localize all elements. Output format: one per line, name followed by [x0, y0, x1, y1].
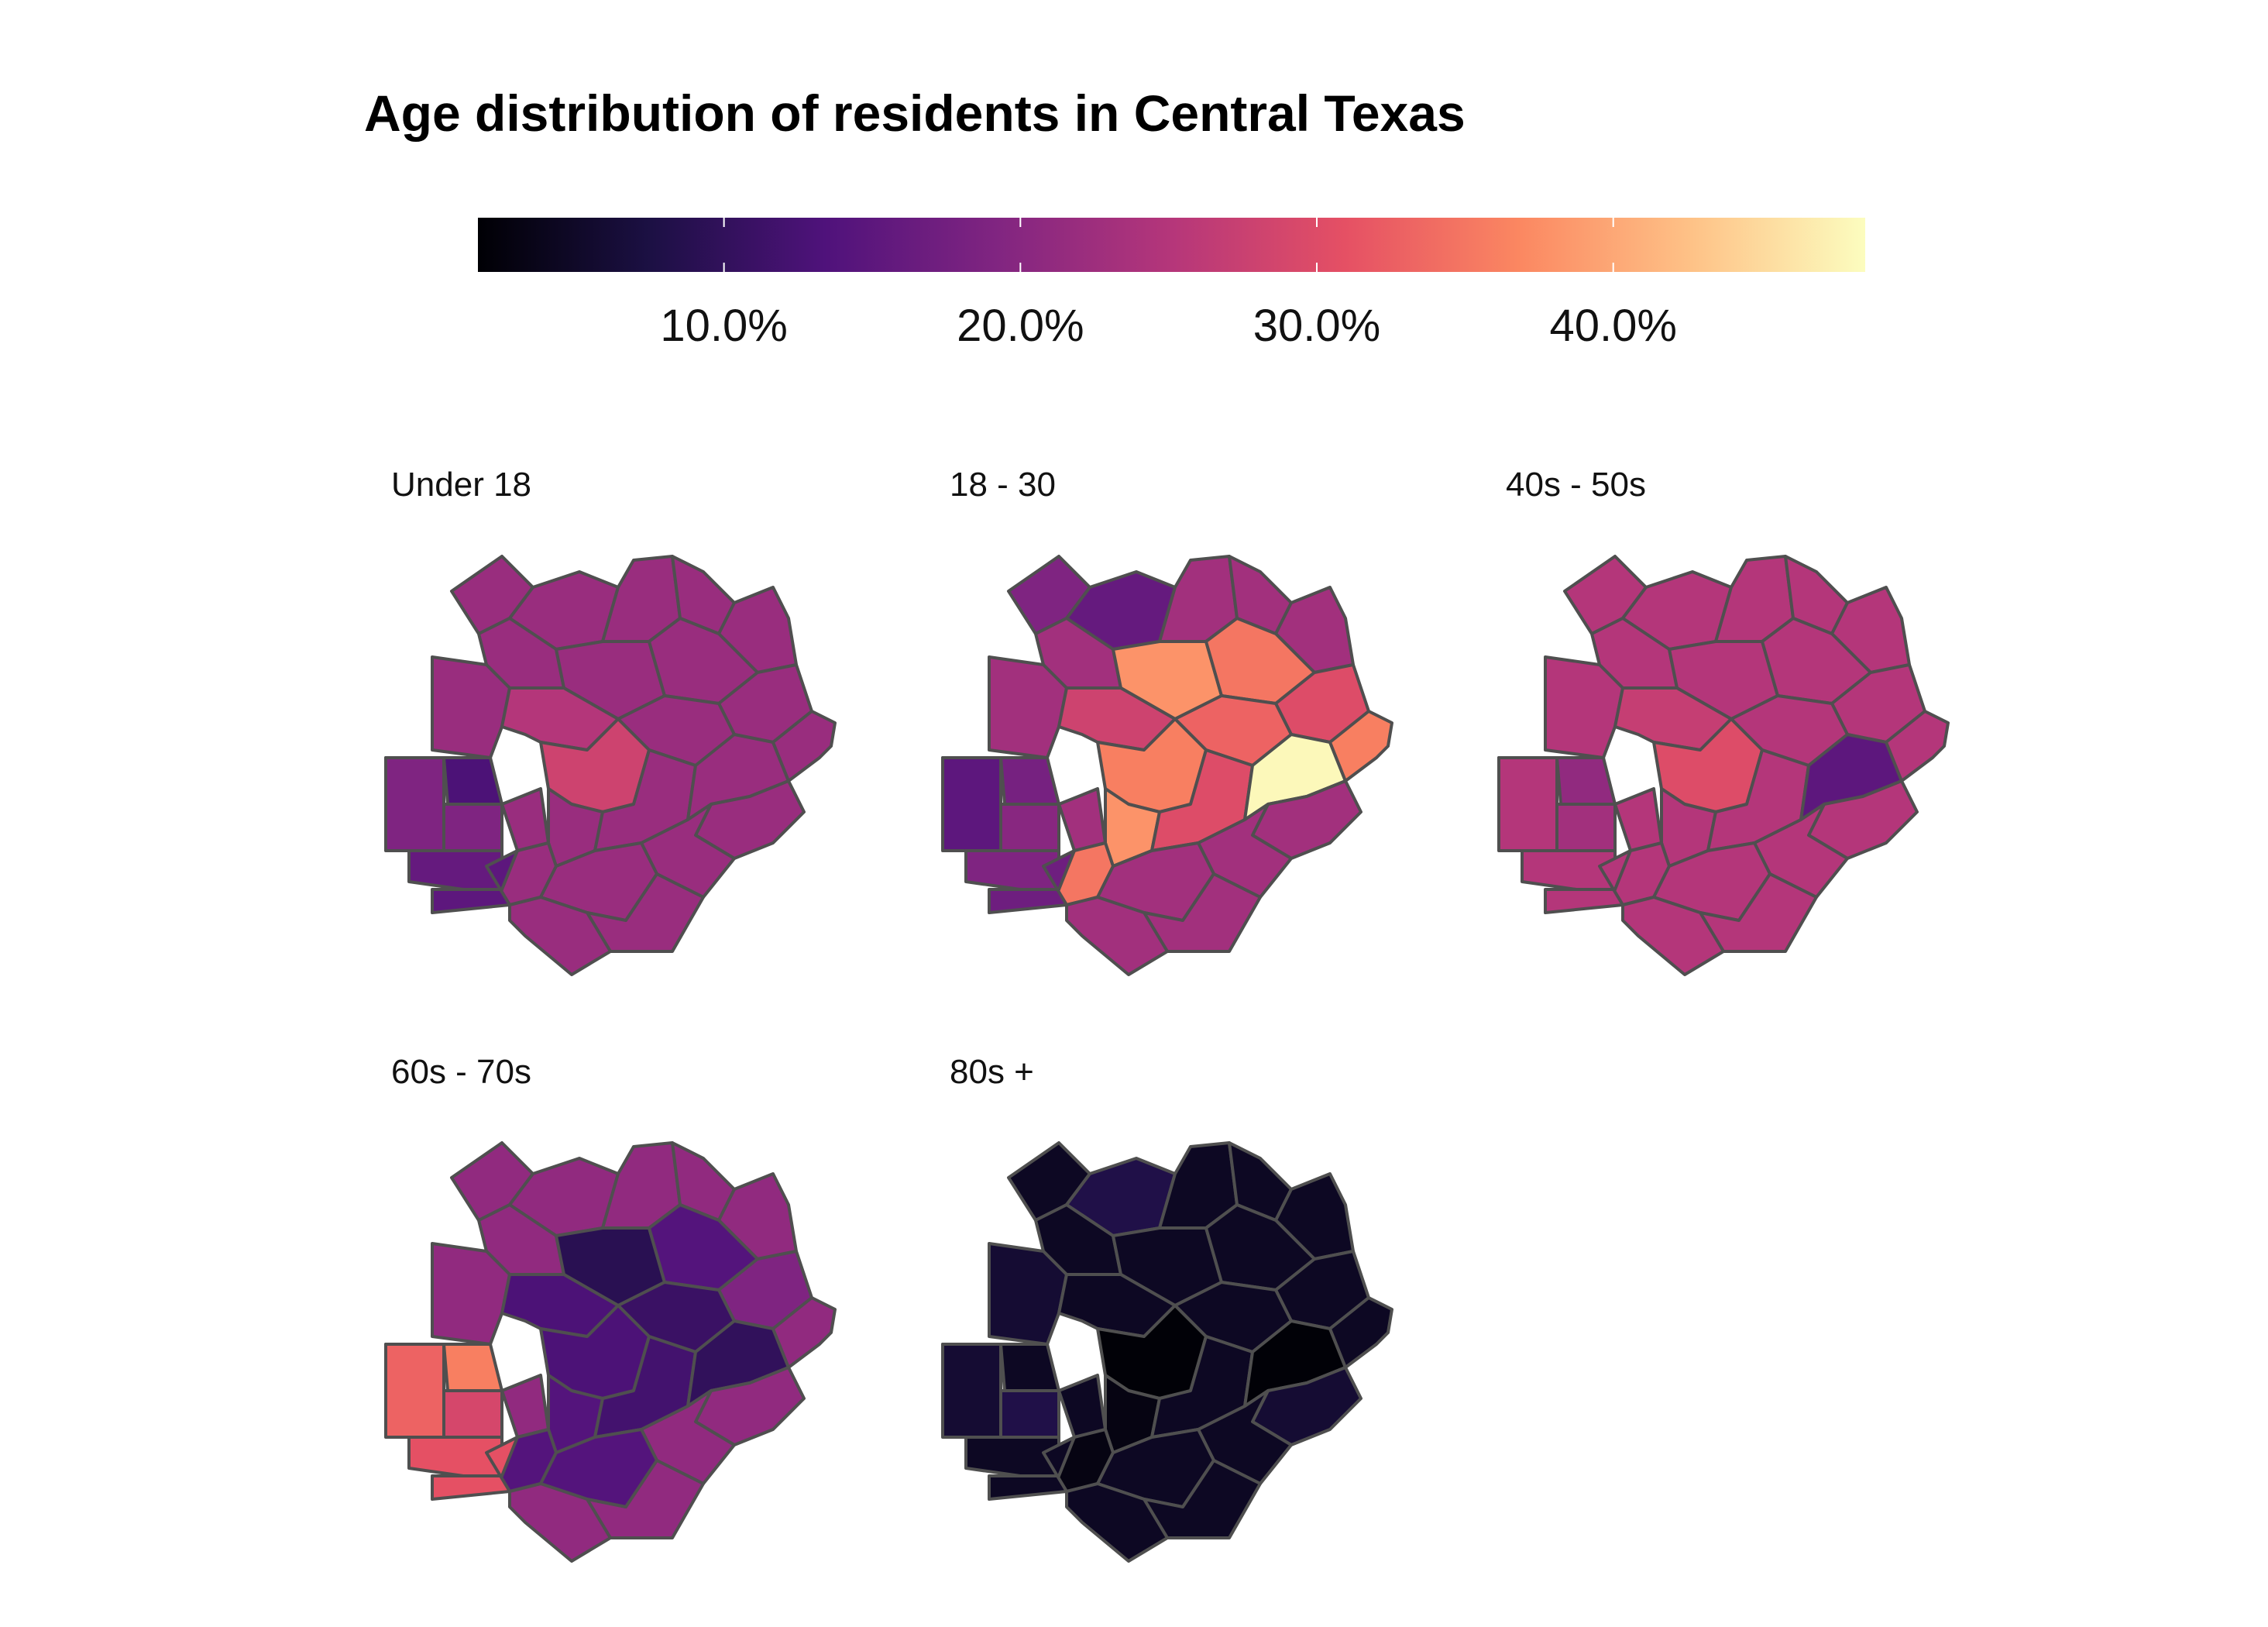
- county-nwk: [1555, 756, 1617, 806]
- county-ssw: [508, 896, 612, 976]
- legend-tick-label: 10.0%: [660, 301, 787, 351]
- county-wsw: [941, 756, 1006, 852]
- facet-label: 18 - 30: [950, 466, 1056, 504]
- facet-label: 40s - 50s: [1506, 466, 1646, 504]
- county-w3: [1057, 1374, 1107, 1439]
- county-w3: [500, 1374, 550, 1439]
- color-legend: 10.0% 20.0% 30.0% 40.0%: [478, 218, 1865, 351]
- county-w2: [442, 803, 503, 852]
- county-ssw: [508, 1482, 612, 1563]
- legend-tick-label: 40.0%: [1549, 301, 1676, 351]
- county-w3: [1613, 787, 1663, 852]
- county-sw2: [988, 1436, 1076, 1501]
- county-wsw: [1497, 756, 1562, 852]
- county-map: [941, 1141, 1393, 1563]
- county-w2: [442, 1389, 503, 1439]
- county-map: [384, 555, 837, 976]
- facet-age40_50: 40s - 50s: [1497, 466, 1950, 976]
- facet-panels: Under 18 18 - 30 40s - 50s 60s - 70s 80s +: [384, 466, 1950, 1563]
- county-w2: [1555, 803, 1617, 852]
- county-sw2: [431, 1436, 519, 1501]
- county-wsw: [384, 756, 449, 852]
- county-w2: [999, 1389, 1060, 1439]
- facet-label: 80s +: [950, 1053, 1034, 1091]
- chart-title: Age distribution of residents in Central…: [364, 84, 1466, 142]
- facet-age60_70: 60s - 70s: [384, 1053, 837, 1563]
- facet-label: 60s - 70s: [391, 1053, 531, 1091]
- county-sw2: [431, 849, 519, 914]
- county-sw2: [1544, 849, 1632, 914]
- county-nwk: [442, 756, 503, 806]
- county-nwk: [442, 1343, 503, 1392]
- county-w3: [500, 787, 550, 852]
- county-nwk: [999, 756, 1060, 806]
- facet-under18: Under 18: [384, 466, 837, 976]
- legend-colorbar: [478, 218, 1865, 272]
- county-sw2: [988, 849, 1076, 914]
- county-ssw: [1621, 896, 1725, 976]
- facet-label: Under 18: [391, 466, 531, 504]
- facet-age18_30: 18 - 30: [941, 466, 1393, 976]
- county-ssw: [1065, 1482, 1169, 1563]
- legend-tick-label: 20.0%: [957, 301, 1084, 351]
- county-w3: [1057, 787, 1107, 852]
- legend-tick-label: 30.0%: [1253, 301, 1380, 351]
- county-w2: [999, 803, 1060, 852]
- county-map: [384, 1141, 837, 1563]
- facet-age80plus: 80s +: [941, 1053, 1393, 1563]
- county-wsw: [941, 1343, 1006, 1439]
- county-map: [941, 555, 1393, 976]
- county-nwk: [999, 1343, 1060, 1392]
- county-ssw: [1065, 896, 1169, 976]
- county-wsw: [384, 1343, 449, 1439]
- county-map: [1497, 555, 1950, 976]
